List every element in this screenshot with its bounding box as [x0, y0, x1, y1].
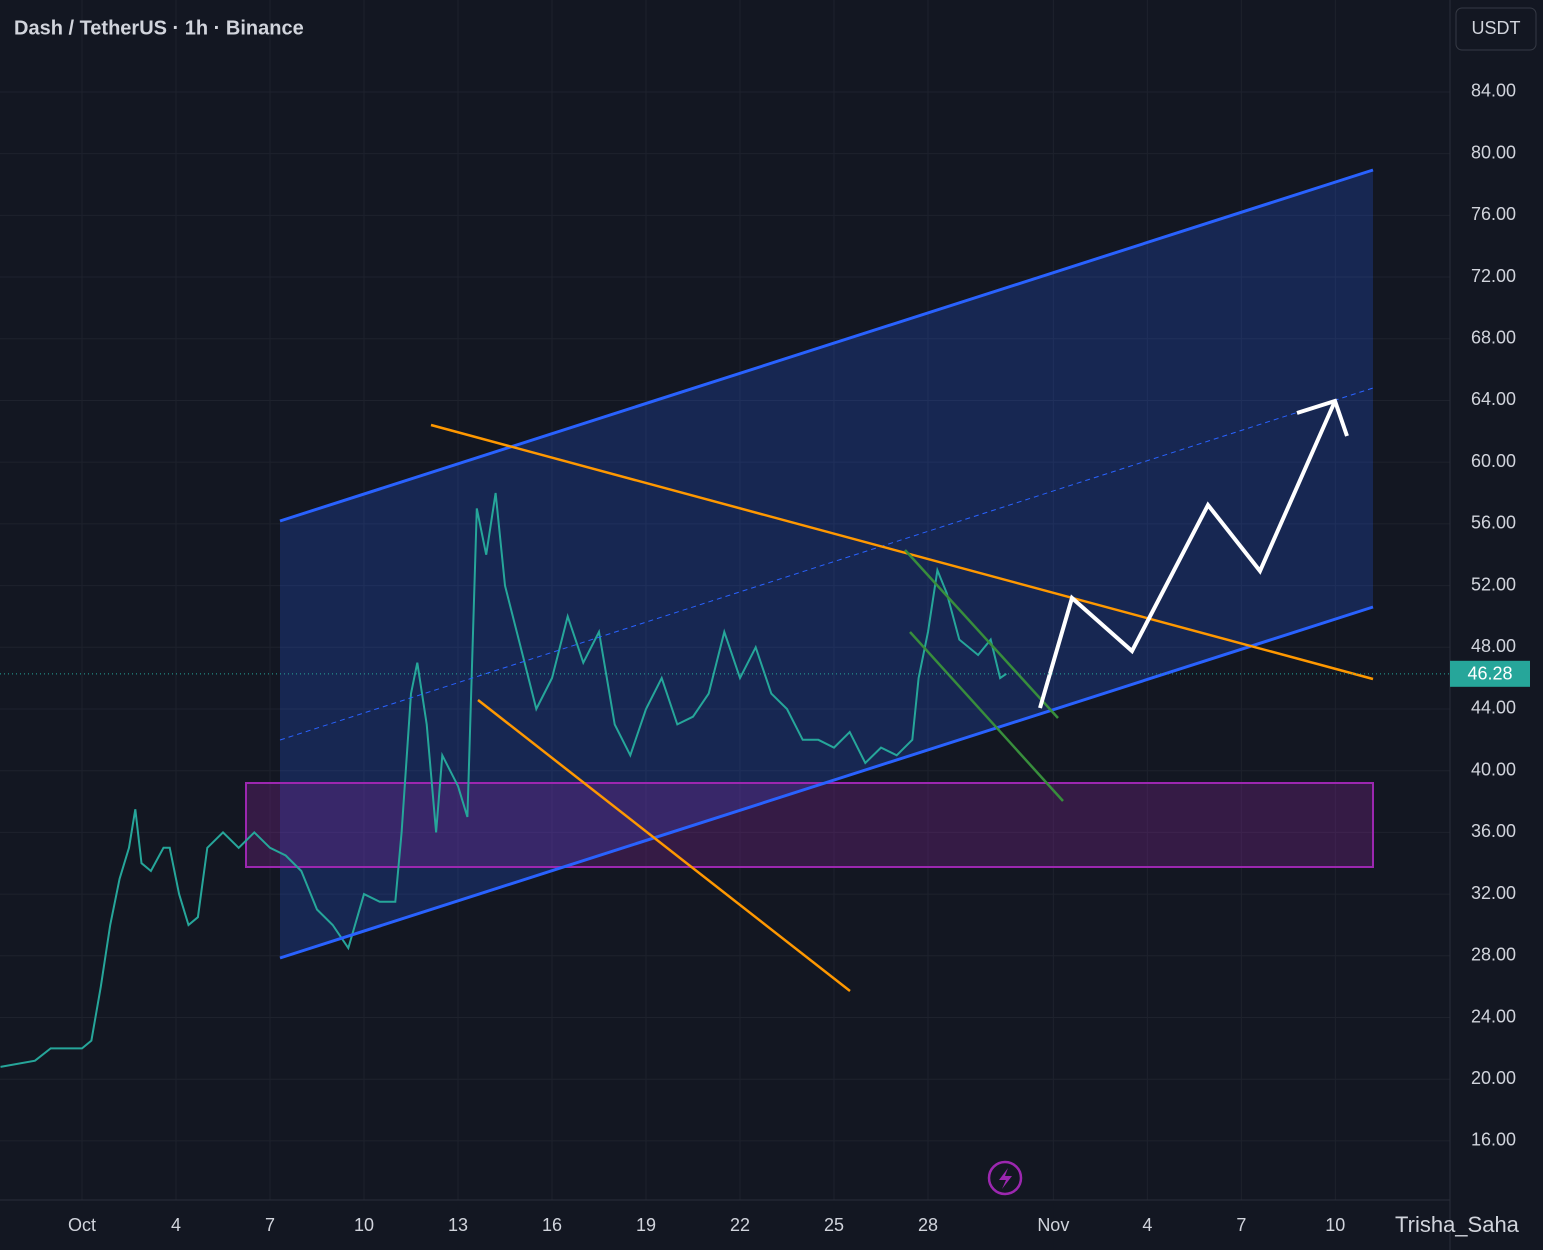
flag-line	[909, 631, 1064, 802]
x-tick-label: 4	[171, 1215, 181, 1235]
chart-title: Dash / TetherUS · 1h · Binance	[14, 17, 304, 39]
y-tick-label: 68.00	[1471, 328, 1516, 348]
channel-mid	[279, 387, 1374, 741]
projection-arrow	[1038, 400, 1337, 709]
y-tick-label: 84.00	[1471, 81, 1516, 101]
support-zone	[245, 782, 1374, 868]
x-tick-label: 7	[1236, 1215, 1246, 1235]
grid	[0, 0, 1450, 1200]
y-tick-label: 60.00	[1471, 451, 1516, 471]
icon	[999, 1168, 1012, 1189]
currency-button[interactable]	[1455, 7, 1537, 51]
trendline	[477, 699, 851, 992]
x-tick-label: Oct	[68, 1215, 96, 1235]
x-tick-label: Nov	[1037, 1215, 1069, 1235]
x-tick-label: 22	[730, 1215, 750, 1235]
icon[interactable]	[987, 1160, 1023, 1196]
y-tick-label: 44.00	[1471, 698, 1516, 718]
x-tick-label: 16	[542, 1215, 562, 1235]
series	[0, 492, 1007, 1068]
arrow-head	[1296, 398, 1349, 437]
x-tick-label: 7	[265, 1215, 275, 1235]
y-tick-label: 32.00	[1471, 883, 1516, 903]
y-tick-label: 72.00	[1471, 266, 1516, 286]
y-tick-label: 48.00	[1471, 636, 1516, 656]
flag-line	[904, 549, 1059, 719]
x-tick-label: 28	[918, 1215, 938, 1235]
last-price-label: 46.28	[1467, 664, 1512, 684]
channel-fill	[280, 170, 1373, 958]
y-tick-label: 24.00	[1471, 1006, 1516, 1026]
last-price-box	[1450, 660, 1530, 687]
y-tick-label: 76.00	[1471, 204, 1516, 224]
x-tick-label: 10	[1325, 1215, 1345, 1235]
currency-label: USDT	[1472, 18, 1521, 38]
y-tick-label: 36.00	[1471, 821, 1516, 841]
y-tick-label: 28.00	[1471, 945, 1516, 965]
y-tick-label: 80.00	[1471, 142, 1516, 162]
channel-upper	[279, 168, 1374, 523]
y-tick-label: 64.00	[1471, 389, 1516, 409]
price-line	[0, 492, 1007, 1068]
x-tick-label: 4	[1142, 1215, 1152, 1235]
y-tick-label: 40.00	[1471, 759, 1516, 779]
y-tick-label: 20.00	[1471, 1068, 1516, 1088]
trendline	[430, 423, 1374, 681]
x-tick-label: 19	[636, 1215, 656, 1235]
y-tick-label: 56.00	[1471, 513, 1516, 533]
x-tick-label: 13	[448, 1215, 468, 1235]
y-tick-label: 52.00	[1471, 574, 1516, 594]
watermark: Trisha_Saha	[1395, 1212, 1520, 1237]
axes: 16.00 20.00 24.00 28.00 32.00 36.00 40.00 44.00…	[0, 81, 1530, 1235]
x-tick-label: 10	[354, 1215, 374, 1235]
y-tick-label: 16.00	[1471, 1130, 1516, 1150]
channel-lower	[279, 605, 1374, 960]
x-tick-label: 25	[824, 1215, 844, 1235]
